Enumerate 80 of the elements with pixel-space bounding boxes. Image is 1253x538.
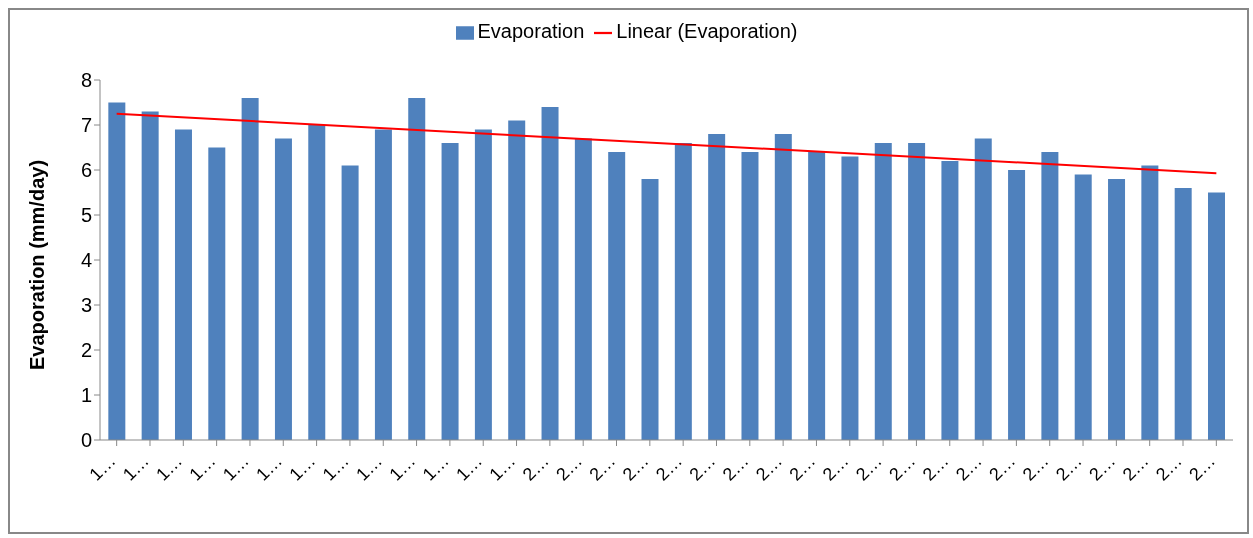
x-tick-label: 1…	[118, 450, 153, 485]
x-tick-label: 2…	[918, 450, 953, 485]
x-tick-label: 2…	[1051, 450, 1086, 485]
bar	[274, 138, 292, 440]
y-tick-label: 5	[80, 204, 92, 227]
bar	[1174, 188, 1192, 440]
x-tick-label: 1…	[85, 450, 120, 485]
x-tick-label: 1…	[352, 450, 387, 485]
bar	[508, 120, 526, 440]
bar	[441, 143, 459, 440]
bar	[374, 129, 392, 440]
y-tick-label: 8	[80, 69, 92, 92]
bar	[1141, 165, 1159, 440]
bar	[174, 129, 192, 440]
bar	[1074, 174, 1092, 440]
bar	[974, 138, 992, 440]
bar	[1008, 170, 1026, 440]
bar	[541, 107, 559, 440]
y-tick-label: 2	[80, 339, 92, 362]
y-tick-label: 4	[80, 249, 92, 272]
bar	[474, 129, 492, 440]
x-tick-label: 2…	[652, 450, 686, 485]
x-tick-label: 1…	[285, 450, 320, 485]
bar	[674, 143, 692, 440]
x-tick-label: 1…	[385, 450, 420, 485]
x-tick-label: 2…	[951, 450, 986, 485]
x-tick-label: 2…	[1018, 450, 1053, 485]
x-tick-label: 1…	[252, 450, 287, 485]
x-tick-label: 1…	[152, 450, 187, 485]
y-tick-label: 3	[80, 294, 92, 317]
x-tick-label: 2…	[885, 450, 920, 485]
x-tick-label: 2…	[785, 450, 820, 485]
bar	[308, 125, 326, 440]
bar	[1108, 179, 1126, 440]
x-tick-label: 2…	[685, 450, 720, 485]
bar	[574, 138, 592, 440]
bar	[774, 134, 792, 440]
y-tick-label: 6	[80, 159, 92, 182]
x-tick-label: 2…	[552, 450, 587, 485]
bar	[741, 152, 759, 440]
x-tick-label: 2…	[1185, 450, 1220, 485]
bar	[408, 98, 426, 440]
legend-label: Evaporation	[477, 20, 585, 42]
bar	[874, 143, 892, 440]
y-tick-label: 0	[80, 429, 92, 452]
x-tick-label: 1…	[452, 450, 487, 485]
x-tick-label: 1…	[485, 450, 520, 485]
bar	[608, 152, 626, 440]
bar	[941, 161, 959, 440]
bar	[841, 156, 859, 440]
x-tick-label: 2…	[618, 450, 653, 485]
x-tick-label: 2…	[818, 450, 853, 485]
bar	[341, 165, 359, 440]
bar	[708, 134, 726, 440]
bar	[1041, 152, 1059, 440]
x-tick-label: 2…	[518, 450, 553, 485]
x-tick-label: 1…	[185, 450, 220, 485]
x-tick-label: 1…	[218, 450, 253, 485]
bar	[808, 152, 826, 440]
bar	[108, 102, 126, 440]
x-tick-label: 2…	[1151, 450, 1186, 485]
x-tick-label: 1…	[318, 450, 353, 485]
x-tick-label: 2…	[985, 450, 1020, 485]
bar	[141, 111, 159, 440]
y-axis-title: Evaporation (mm/day)	[26, 159, 49, 370]
x-tick-label: 2…	[752, 450, 786, 485]
x-tick-label: 2…	[1118, 450, 1153, 485]
y-tick-label: 1	[80, 384, 92, 407]
x-tick-label: 2…	[1085, 450, 1120, 485]
x-tick-label: 2…	[718, 450, 753, 485]
x-tick-label: 1…	[418, 450, 453, 485]
x-tick-label: 2…	[585, 450, 620, 485]
y-tick-label: 7	[80, 114, 92, 137]
bar	[241, 98, 259, 440]
bar	[641, 179, 659, 440]
bar	[208, 147, 226, 440]
x-tick-label: 2…	[851, 450, 886, 485]
bar	[1208, 192, 1226, 440]
bar	[908, 143, 926, 440]
legend-label: Linear (Evaporation)	[616, 20, 798, 42]
